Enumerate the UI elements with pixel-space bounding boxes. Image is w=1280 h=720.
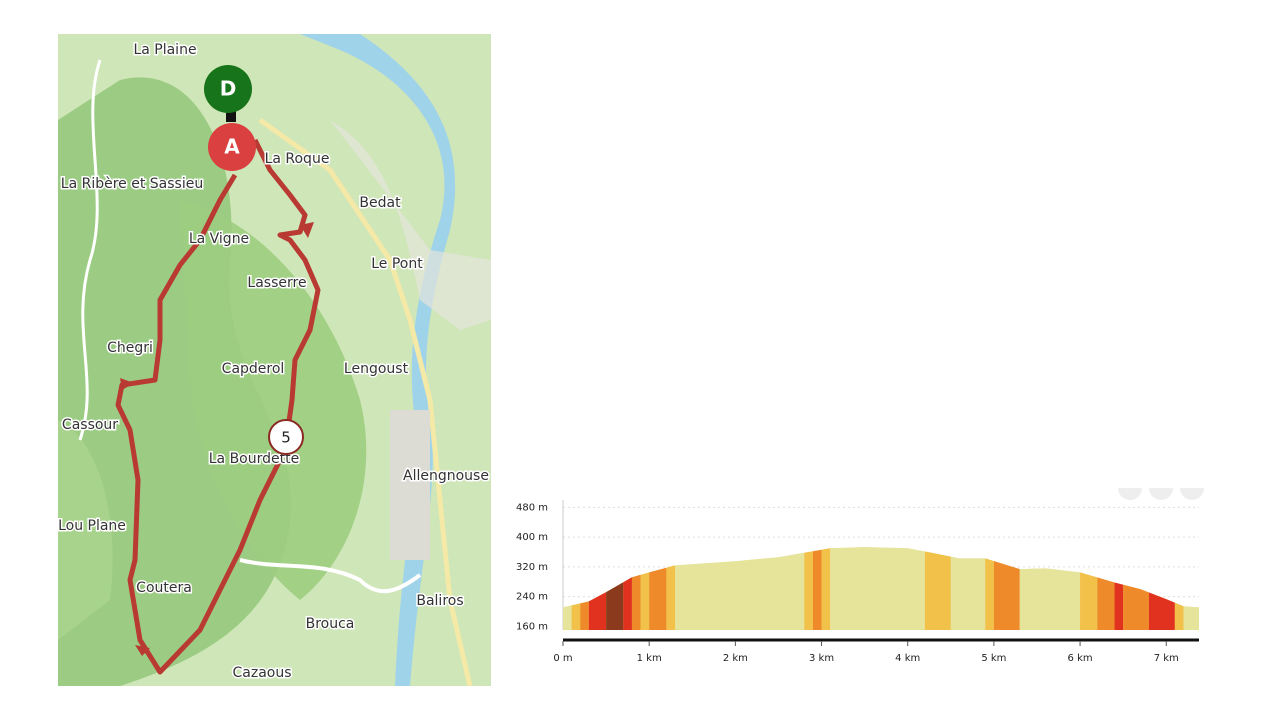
slope-band <box>623 547 632 630</box>
x-tick-label: 1 km <box>637 653 662 664</box>
place-label: Baliros <box>416 593 463 609</box>
place-label: Cazaous <box>232 665 291 681</box>
slope-band <box>666 547 676 630</box>
end-marker[interactable] <box>208 123 256 171</box>
slope-band <box>675 547 805 630</box>
slope-band <box>588 547 607 630</box>
place-label: Chegri <box>107 340 153 356</box>
slope-band <box>571 547 581 630</box>
slope-band <box>985 547 994 630</box>
slope-band <box>950 547 986 630</box>
place-label: La Roque <box>265 151 330 167</box>
place-label: Allengnouse <box>403 468 489 484</box>
slope-band <box>812 547 822 630</box>
route-arrow <box>300 222 314 238</box>
place-label: Lou Plane <box>58 518 126 534</box>
end-marker-label: A <box>224 135 240 159</box>
slope-band <box>821 547 831 630</box>
place-label: La Plaine <box>133 42 196 58</box>
slope-bands <box>563 547 1199 630</box>
slope-band <box>580 547 589 630</box>
x-tick-label: 5 km <box>981 653 1006 664</box>
y-tick-label: 400 m <box>516 532 548 543</box>
y-tick-label: 160 m <box>516 621 548 632</box>
profile-controls <box>1110 470 1210 500</box>
route-arrow <box>120 378 134 390</box>
route-arrow <box>135 645 150 656</box>
place-label: Capderol <box>222 361 285 377</box>
x-tick-label: 2 km <box>723 653 748 664</box>
slope-band <box>1097 547 1115 630</box>
start-marker[interactable] <box>204 65 252 113</box>
place-label: La Vigne <box>189 231 249 247</box>
slope-band <box>924 547 951 630</box>
slope-band <box>1114 547 1124 630</box>
place-label: Lasserre <box>247 275 306 291</box>
map[interactable]: La Plaine La Roque La Ribère et Sassieu Bed… <box>58 34 491 686</box>
place-label: Brouca <box>306 616 355 632</box>
slope-band <box>631 547 641 630</box>
slope-band <box>804 547 813 630</box>
place-label: Coutera <box>136 580 192 596</box>
slope-band <box>1174 547 1184 630</box>
x-tick-label: 0 m <box>553 653 572 664</box>
slope-band <box>563 547 572 630</box>
slope-band <box>1123 547 1150 630</box>
y-tick-label: 320 m <box>516 562 548 573</box>
slope-band <box>1019 547 1081 630</box>
place-label: Cassour <box>62 417 118 433</box>
slope-band <box>640 547 650 630</box>
place-label: Bedat <box>359 195 401 211</box>
x-tick-label: 4 km <box>895 653 920 664</box>
x-tick-label: 3 km <box>809 653 834 664</box>
slope-band <box>606 547 624 630</box>
slope-band <box>1080 547 1098 630</box>
x-tick-label: 6 km <box>1068 653 1093 664</box>
place-label: La Bourdette <box>209 451 299 467</box>
y-tick-label: 480 m <box>516 502 548 513</box>
slope-band <box>1149 547 1175 630</box>
waypoint-label: 5 <box>281 429 291 447</box>
elevation-profile: 160 m 240 m 320 m 400 m 480 m 0 m 1 km 2 km 3 km… <box>516 500 1199 664</box>
slope-band <box>1183 547 1199 630</box>
x-tick-label: 7 km <box>1154 653 1179 664</box>
route <box>115 138 321 675</box>
slope-band <box>993 547 1020 630</box>
start-marker-label: D <box>220 77 237 101</box>
place-label: La Ribère et Sassieu <box>61 176 203 192</box>
waypoint-marker[interactable] <box>268 419 304 455</box>
y-tick-label: 240 m <box>516 592 548 603</box>
slope-band <box>830 547 925 630</box>
place-label: Lengoust <box>344 361 409 377</box>
place-label: Le Pont <box>371 256 423 272</box>
slope-band <box>649 547 667 630</box>
